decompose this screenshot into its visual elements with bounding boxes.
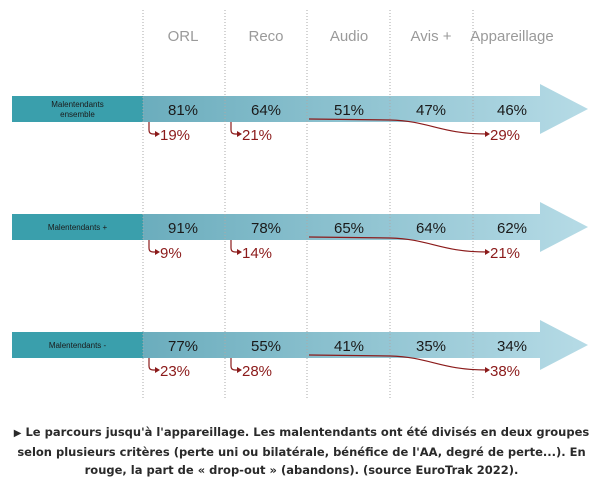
dropout-arrowhead <box>237 249 242 255</box>
value-label: 64% <box>251 102 281 119</box>
dropout-arrowhead <box>485 367 490 373</box>
figure-caption: ▶ Le parcours jusqu'à l'appareillage. Le… <box>10 423 593 479</box>
dropout-label: 14% <box>242 245 272 262</box>
dropout-label: 9% <box>160 245 182 262</box>
dropout-label: 29% <box>490 127 520 144</box>
group-label-box-3 <box>12 332 143 358</box>
dropout-label: 28% <box>242 363 272 380</box>
dropout-arrowhead <box>237 131 242 137</box>
stage-header-1: ORL <box>168 28 199 45</box>
dropout-label: 38% <box>490 363 520 380</box>
value-label: 91% <box>168 220 198 237</box>
value-label: 77% <box>168 338 198 355</box>
stage-header-3: Audio <box>330 28 368 45</box>
dropout-label: 21% <box>490 245 520 262</box>
value-label: 41% <box>334 338 364 355</box>
dropout-arrow <box>230 358 239 371</box>
dropout-arrowhead <box>237 367 242 373</box>
group-label-box-2 <box>12 214 143 240</box>
value-label: 81% <box>168 102 198 119</box>
value-label: 62% <box>497 220 527 237</box>
group-label-1: ensemble <box>60 110 95 119</box>
caption-text: Le parcours jusqu'à l'appareillage. Les … <box>17 425 590 477</box>
group-label-box-1 <box>12 96 143 122</box>
value-label: 64% <box>416 220 446 237</box>
dropout-arrowhead <box>155 367 160 373</box>
dropout-arrow <box>148 240 157 253</box>
dropout-arrowhead <box>155 131 160 137</box>
group-arrow-2 <box>143 202 588 252</box>
dropout-arrowhead <box>485 131 490 137</box>
dropout-arrow <box>148 122 157 135</box>
value-label: 47% <box>416 102 446 119</box>
value-label: 34% <box>497 338 527 355</box>
value-label: 78% <box>251 220 281 237</box>
dropout-arrow <box>230 240 239 253</box>
value-label: 46% <box>497 102 527 119</box>
dropout-arrowhead <box>155 249 160 255</box>
stage-header-2: Reco <box>248 28 283 45</box>
group-label-3: Malentendants - <box>49 341 107 350</box>
dropout-label: 19% <box>160 127 190 144</box>
value-label: 55% <box>251 338 281 355</box>
stage-header-4: Avis + <box>411 28 452 45</box>
dropout-arrowhead <box>485 249 490 255</box>
dropout-arrow <box>308 118 488 135</box>
dropout-arrow <box>230 122 239 135</box>
value-label: 51% <box>334 102 364 119</box>
value-label: 65% <box>334 220 364 237</box>
dropout-arrow <box>148 358 157 371</box>
value-label: 35% <box>416 338 446 355</box>
dropout-label: 23% <box>160 363 190 380</box>
caption-marker-icon: ▶ <box>13 428 22 439</box>
group-arrow-1 <box>143 84 588 134</box>
dropout-arrow <box>308 354 488 371</box>
dropout-label: 21% <box>242 127 272 144</box>
stage-header-5: Appareillage <box>470 28 553 45</box>
group-label-2: Malentendants + <box>48 223 108 232</box>
dropout-arrow <box>308 236 488 253</box>
group-arrow-3 <box>143 320 588 370</box>
group-label-1: Malentendants <box>51 100 103 109</box>
